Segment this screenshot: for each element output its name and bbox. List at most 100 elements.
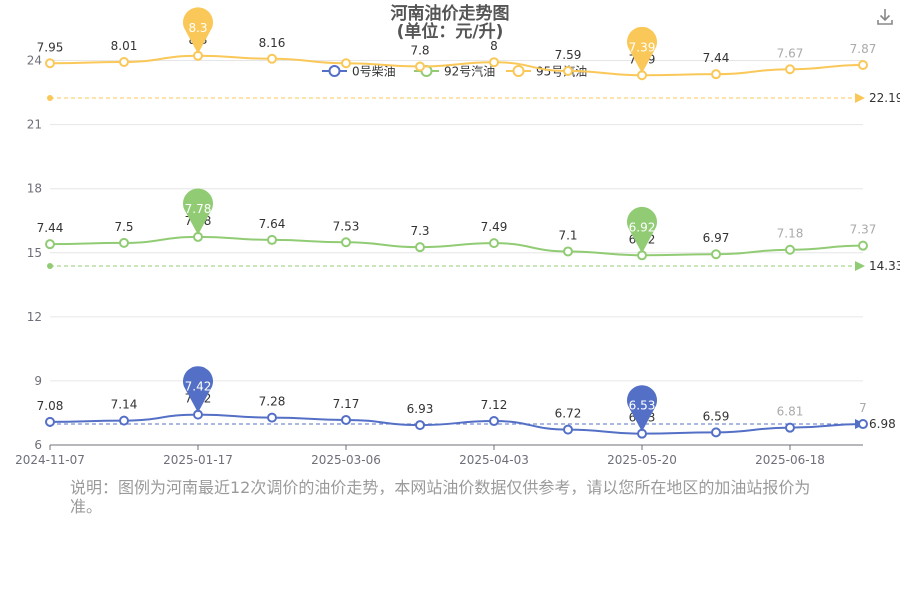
average-label: 22.19 <box>869 91 900 105</box>
pin-marker <box>627 26 657 74</box>
y-tick-label: 6 <box>34 438 42 452</box>
data-label: 6.72 <box>555 407 582 421</box>
data-label: 7.14 <box>111 398 138 412</box>
legend-label: 92号汽油 <box>444 64 495 79</box>
data-label: 7.87 <box>850 42 877 56</box>
pin-marker <box>627 385 658 432</box>
data-point <box>341 414 351 425</box>
data-point <box>563 424 573 435</box>
y-tick-label: 12 <box>27 310 42 324</box>
data-point <box>119 56 129 67</box>
data-label: 7.12 <box>481 398 508 412</box>
data-label: 7.67 <box>777 46 804 60</box>
data-point <box>45 58 55 69</box>
data-label: 7.28 <box>259 395 286 409</box>
x-tick-label: 2025-01-17 <box>163 453 233 467</box>
pin-label: 7.42 <box>185 380 212 394</box>
data-point <box>711 427 721 438</box>
average-label: 6.98 <box>869 417 896 431</box>
pin-marker <box>183 7 213 54</box>
data-label: 8 <box>490 39 498 53</box>
pin-marker <box>627 206 658 254</box>
series-line <box>49 235 864 257</box>
data-point <box>267 53 277 64</box>
y-tick-label: 21 <box>27 118 42 132</box>
average-start <box>47 263 53 269</box>
data-point <box>711 249 721 260</box>
y-tick-label: 15 <box>27 246 42 260</box>
legend-marker <box>328 65 341 77</box>
data-label: 6.81 <box>777 405 804 419</box>
data-label: 7.37 <box>850 223 877 237</box>
average-arrow <box>855 93 865 103</box>
y-tick-label: 24 <box>27 54 42 68</box>
data-point <box>489 416 499 427</box>
pin-label: 6.53 <box>629 399 656 413</box>
data-point <box>489 57 499 68</box>
chart-note: 说明：图例为河南最近12次调价的油价走势，本网站油价数据仅供参考，请以您所在地区… <box>70 478 811 516</box>
data-point <box>119 415 129 426</box>
data-label: 7.18 <box>777 227 804 241</box>
data-label: 7.17 <box>333 397 360 411</box>
data-label: 7.44 <box>703 51 730 65</box>
series-line <box>49 54 864 77</box>
average-arrow <box>855 261 865 271</box>
pin-label: 7.39 <box>629 40 656 54</box>
data-point <box>415 61 425 72</box>
data-label: 7.8 <box>410 43 429 57</box>
data-point <box>341 58 351 69</box>
y-tick-label: 18 <box>27 182 42 196</box>
data-label: 7.44 <box>37 221 64 235</box>
x-tick-label: 2024-11-07 <box>15 453 85 467</box>
pin-label: 6.92 <box>629 220 656 234</box>
data-label: 6.97 <box>703 231 730 245</box>
data-label: 6.93 <box>407 402 434 416</box>
data-point <box>45 239 55 250</box>
data-label: 7 <box>859 401 867 415</box>
series-line <box>49 413 864 435</box>
x-tick-label: 2025-06-18 <box>755 453 825 467</box>
pin-label: 7.78 <box>185 202 212 216</box>
pin-marker <box>183 366 213 413</box>
data-point <box>858 419 868 430</box>
download-icon[interactable] <box>874 6 896 28</box>
x-tick-label: 2025-05-20 <box>607 453 677 467</box>
legend-marker <box>512 65 525 77</box>
average-start <box>47 95 53 101</box>
data-label: 7.08 <box>37 399 64 413</box>
data-label: 7.3 <box>410 224 429 238</box>
data-point <box>858 59 868 70</box>
data-point <box>119 237 129 248</box>
data-point <box>563 65 573 76</box>
data-label: 7.49 <box>481 220 508 234</box>
data-label: 7.64 <box>259 217 286 231</box>
x-tick-label: 2025-03-06 <box>311 453 381 467</box>
y-tick-label: 9 <box>34 374 42 388</box>
data-point <box>785 244 795 255</box>
chart-subtitle: (单位：元/升) <box>396 22 504 42</box>
data-label: 7.59 <box>555 48 582 62</box>
average-label: 14.33 <box>869 259 900 273</box>
legend-label: 0号柴油 <box>352 65 396 79</box>
data-label: 6.59 <box>703 409 730 423</box>
data-label: 7.95 <box>37 40 64 54</box>
data-point <box>267 412 277 423</box>
data-point <box>415 242 425 253</box>
data-label: 8.16 <box>259 36 286 50</box>
pin-marker <box>183 188 213 235</box>
pin-label: 8.3 <box>188 21 207 35</box>
data-label: 7.53 <box>333 219 360 233</box>
data-point <box>489 238 499 249</box>
chart-title: 河南油价走势图 <box>390 4 510 24</box>
data-label: 7.1 <box>558 228 577 242</box>
data-label: 8.01 <box>111 39 138 53</box>
data-point <box>563 246 573 257</box>
data-label: 7.5 <box>114 220 133 234</box>
data-point <box>415 420 425 431</box>
data-point <box>341 237 351 248</box>
data-point <box>785 422 795 433</box>
data-point <box>711 69 721 80</box>
data-point <box>267 234 277 245</box>
x-tick-label: 2025-04-03 <box>459 453 529 467</box>
